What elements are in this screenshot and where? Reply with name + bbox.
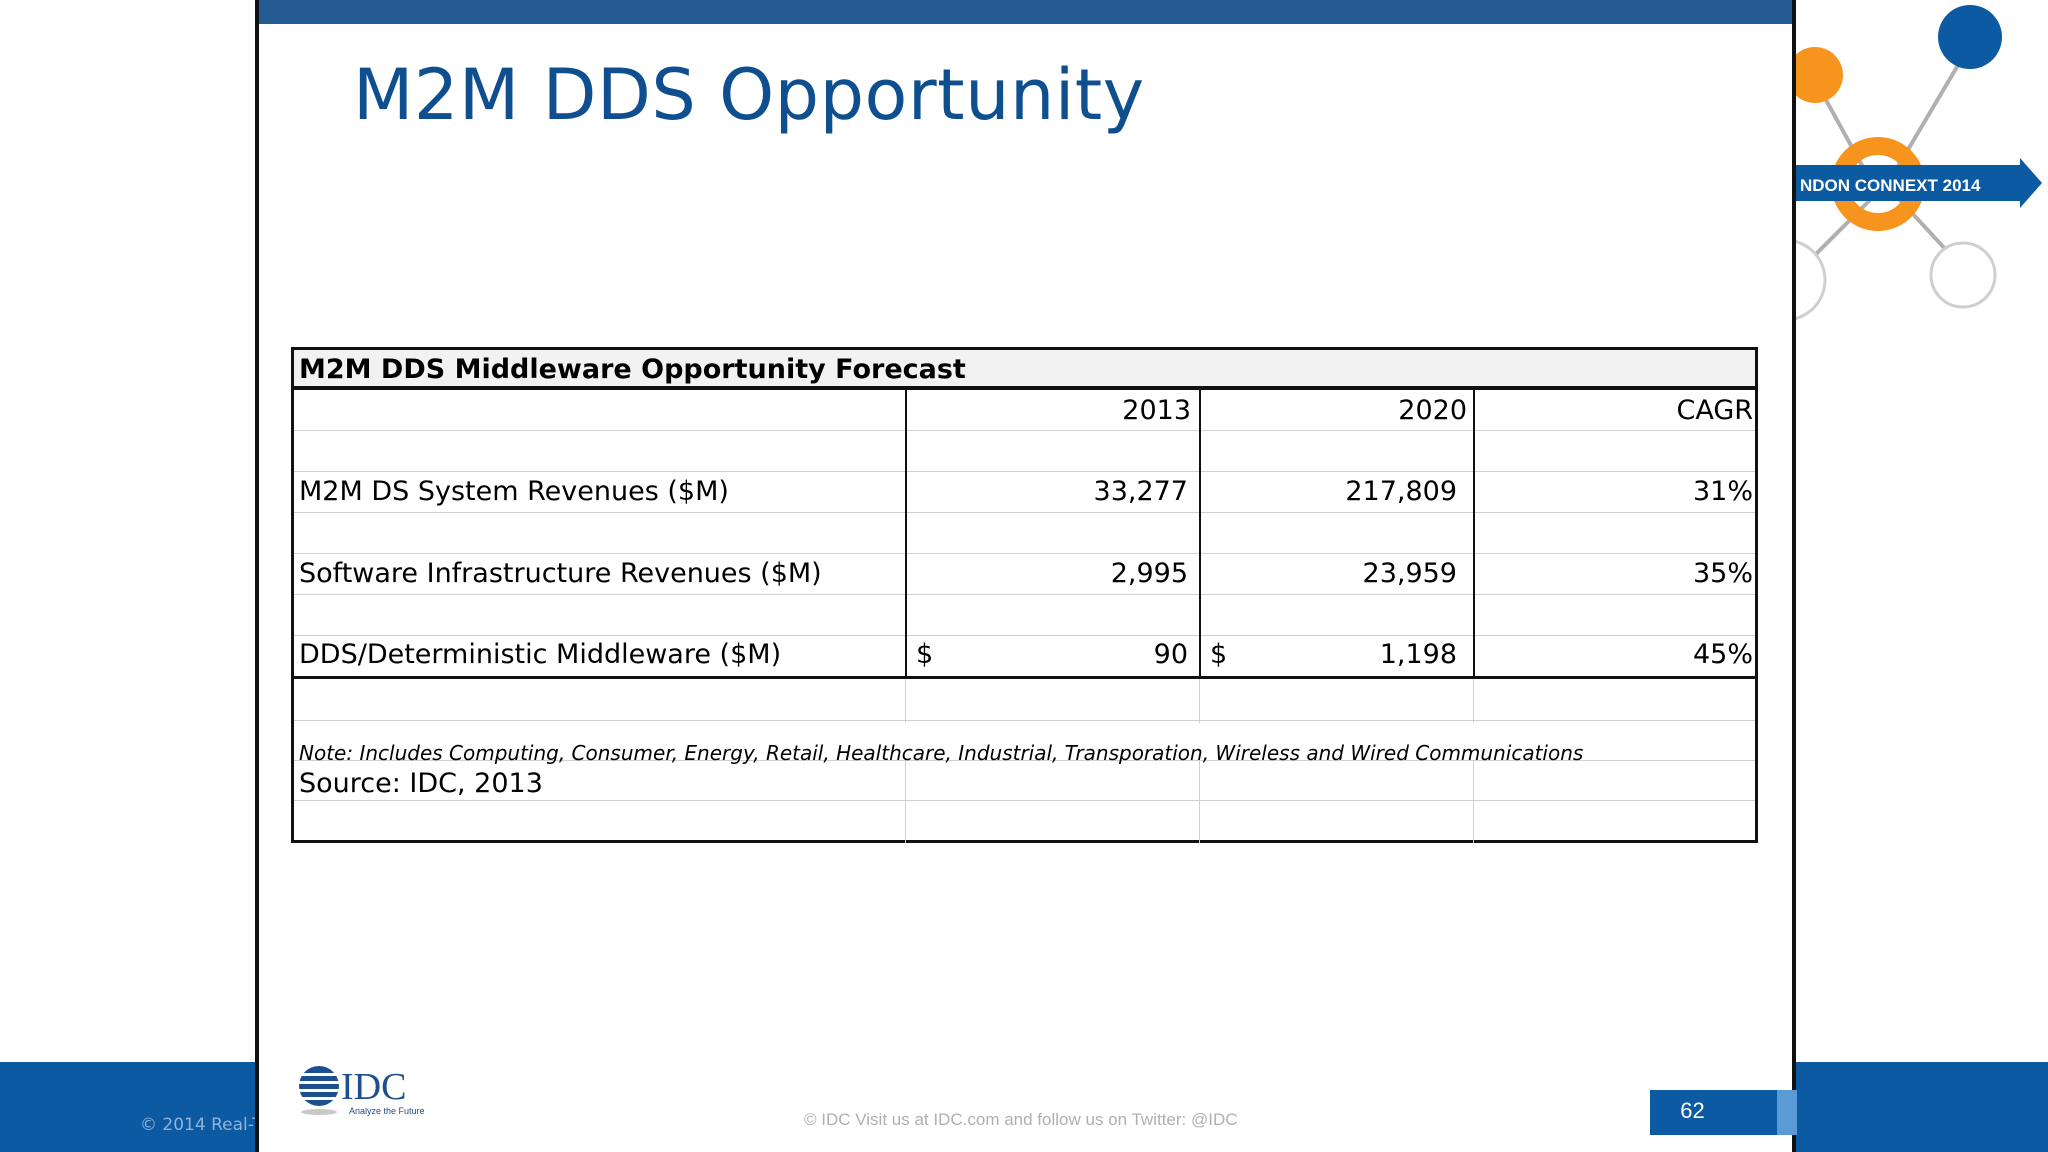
column-divider-light xyxy=(905,679,906,723)
column-divider-light xyxy=(1473,679,1474,723)
slide-title: M2M DDS Opportunity xyxy=(353,54,1145,136)
node-grey-ring-left xyxy=(1790,238,1827,322)
header-cagr: CAGR xyxy=(1676,395,1753,426)
event-banner-text: NDON CONNEXT 2014 xyxy=(1800,176,1981,195)
slide-top-bar xyxy=(259,0,1792,24)
row-value-2020: 1,198 xyxy=(1379,639,1457,670)
grid-line xyxy=(294,720,1755,721)
row-value-cagr: 35% xyxy=(1692,558,1753,589)
event-banner-arrow: NDON CONNEXT 2014 xyxy=(1790,158,2042,208)
row-label: M2M DS System Revenues ($M) xyxy=(299,476,729,507)
table-note: Note: Includes Computing, Consumer, Ener… xyxy=(299,741,1584,765)
grid-line xyxy=(294,800,1755,801)
node-orange-small xyxy=(1790,47,1843,103)
page-number-box xyxy=(1650,1090,1777,1135)
row-value-2020: 23,959 xyxy=(1362,558,1457,589)
node-grey-ring xyxy=(1929,241,1997,309)
header-2013: 2013 xyxy=(1122,395,1191,426)
page-number: 62 xyxy=(1680,1098,1705,1123)
column-divider-light xyxy=(1199,679,1200,723)
event-branding-graphic: NDON CONNEXT 2014 xyxy=(1790,5,2042,322)
idc-logo-tagline: Analyze the Future xyxy=(349,1106,425,1116)
footer-attribution: © IDC Visit us at IDC.com and follow us … xyxy=(804,1110,1238,1129)
currency-symbol: $ xyxy=(1210,639,1228,670)
grid-line xyxy=(294,760,1755,761)
globe-icon xyxy=(299,1066,339,1115)
grid-line xyxy=(294,635,1755,636)
column-divider-light xyxy=(905,760,906,843)
row-value-cagr: 31% xyxy=(1692,476,1753,507)
grid-line xyxy=(294,512,1755,513)
header-2020: 2020 xyxy=(1398,395,1467,426)
currency-symbol: $ xyxy=(916,639,934,670)
column-divider xyxy=(1199,390,1201,676)
row-value-cagr: 45% xyxy=(1692,639,1753,670)
grid-line xyxy=(294,553,1755,554)
forecast-table: M2M DDS Middleware Opportunity Forecast … xyxy=(291,347,1758,843)
column-divider xyxy=(905,390,907,676)
outer-copyright-text: © 2014 Real-T xyxy=(140,1115,263,1135)
column-divider xyxy=(1473,390,1475,676)
row-value-2020: 217,809 xyxy=(1345,476,1457,507)
grid-line xyxy=(294,471,1755,472)
node-blue xyxy=(1938,5,2002,69)
table-caption: M2M DDS Middleware Opportunity Forecast xyxy=(294,350,1755,390)
column-divider-light xyxy=(1199,760,1200,843)
row-value-2013: 2,995 xyxy=(1110,558,1188,589)
idc-logo-text: IDC xyxy=(341,1066,406,1108)
column-divider-light xyxy=(1473,760,1474,843)
row-label: Software Infrastructure Revenues ($M) xyxy=(299,558,822,589)
table-source: Source: IDC, 2013 xyxy=(299,768,543,799)
slide-canvas: M2M DDS Opportunity M2M DDS Middleware O… xyxy=(255,0,1797,1152)
row-value-2013: 90 xyxy=(1153,639,1188,670)
row-value-2013: 33,277 xyxy=(1093,476,1188,507)
page-number-accent xyxy=(1777,1090,1797,1135)
row-label: DDS/Deterministic Middleware ($M) xyxy=(299,639,782,670)
table-bottom-rule xyxy=(294,676,1755,679)
idc-logo: IDC Analyze the Future xyxy=(299,1066,425,1116)
grid-line xyxy=(294,594,1755,595)
grid-line xyxy=(294,430,1755,431)
